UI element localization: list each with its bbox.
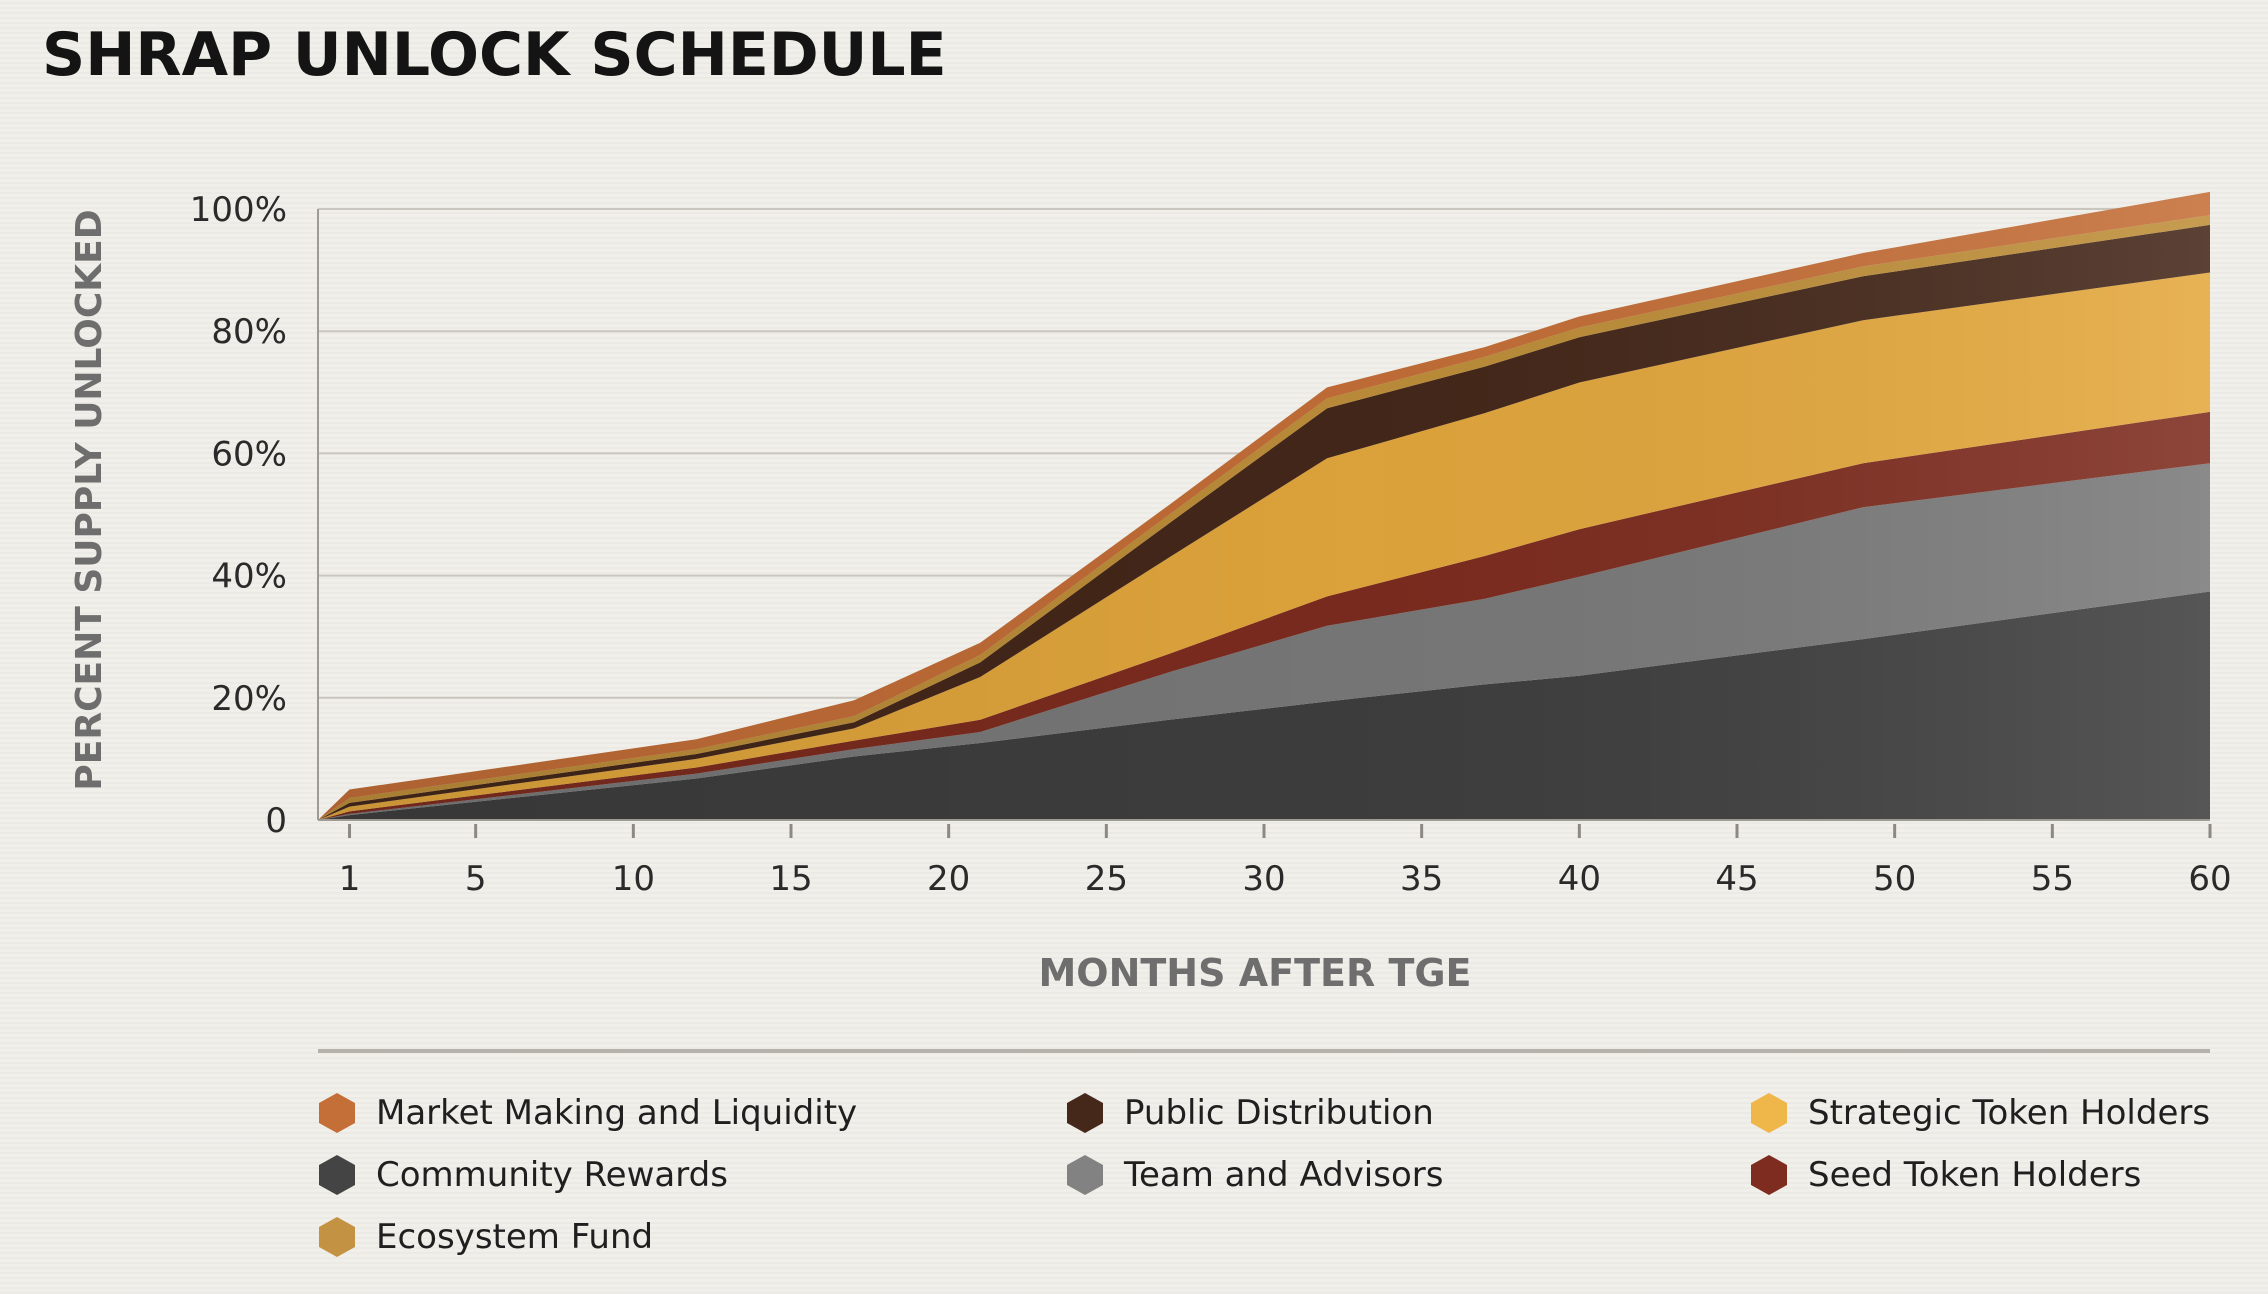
axes: 020%40%60%80%100%1 5 10 15 20 25 30 35 40 45 50 55 6… [190,190,2232,899]
hexagon-icon [319,1093,355,1133]
x-tick-label: 1 [339,859,361,899]
legend-label: Public Distribution [1124,1093,1434,1133]
x-tick-label: 15 [769,859,812,899]
y-tick-label: 60% [211,434,287,474]
legend: Market Making and Liquidity Public Distr… [318,1088,2218,1278]
hexagon-icon [1067,1093,1103,1133]
legend-label: Team and Advisors [1124,1155,1444,1195]
x-tick-label: 5 [465,859,487,899]
chart-title: SHRAP UNLOCK SCHEDULE [42,20,947,90]
legend-item-team-and-advisors: Team and Advisors [1066,1150,1443,1200]
legend-item-ecosystem-fund: Ecosystem Fund [318,1212,653,1262]
hexagon-icon [319,1155,355,1195]
y-tick-label: 0 [265,801,287,841]
x-axis-label: MONTHS AFTER TGE [1038,951,1471,995]
x-tick-label: 20 [927,859,970,899]
y-tick-label: 100% [190,190,287,230]
legend-label: Seed Token Holders [1808,1155,2142,1195]
legend-label: Strategic Token Holders [1808,1093,2211,1133]
x-tick-label: 10 [612,859,655,899]
x-tick-label: 50 [1873,859,1916,899]
legend-item-strategic-token-holders: Strategic Token Holders [1750,1088,2210,1138]
legend-item-market-making: Market Making and Liquidity [318,1088,857,1138]
legend-label: Community Rewards [376,1155,728,1195]
x-tick-label: 45 [1715,859,1758,899]
hexagon-icon [1751,1093,1787,1133]
x-tick-label: 25 [1085,859,1128,899]
hexagon-icon [1067,1155,1103,1195]
legend-item-public-distribution: Public Distribution [1066,1088,1434,1138]
legend-item-seed-token-holders: Seed Token Holders [1750,1150,2141,1200]
y-tick-label: 40% [211,557,287,597]
hexagon-icon [1751,1155,1787,1195]
y-axis-label: PERCENT SUPPLY UNLOCKED [69,209,110,790]
area-shading [318,191,2210,820]
x-tick-label: 40 [1558,859,1601,899]
x-tick-label: 60 [2188,859,2231,899]
x-tick-label: 30 [1242,859,1285,899]
legend-label: Market Making and Liquidity [376,1093,858,1133]
x-tick-label: 35 [1400,859,1443,899]
legend-label: Ecosystem Fund [376,1217,654,1257]
stacked-areas [318,191,2210,821]
hexagon-icon [319,1217,355,1257]
x-tick-label: 55 [2031,859,2074,899]
legend-item-community-rewards: Community Rewards [318,1150,728,1200]
y-tick-label: 80% [211,312,287,352]
y-tick-label: 20% [211,679,287,719]
